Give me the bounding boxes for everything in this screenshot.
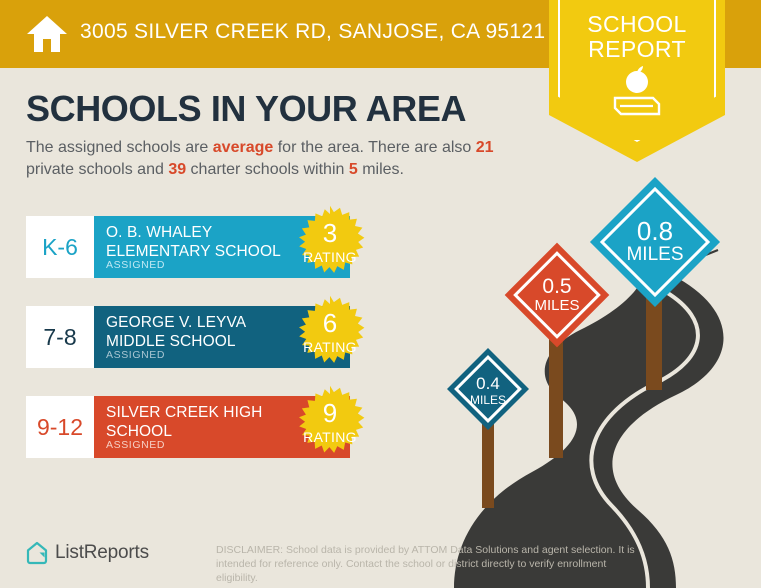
starburst-icon bbox=[299, 385, 365, 453]
badge-title-line1: SCHOOL bbox=[587, 11, 687, 37]
sign-unit: MILES bbox=[469, 392, 506, 407]
page-title: SCHOOLS IN YOUR AREA bbox=[26, 88, 467, 129]
assigned-label: ASSIGNED bbox=[106, 349, 166, 361]
grade-range: 7-8 bbox=[26, 306, 94, 368]
school-name-line1: O. B. WHALEY bbox=[106, 224, 213, 241]
school-row[interactable]: 7-8 GEORGE V. LEYVA MIDDLE SCHOOL ASSIGN… bbox=[26, 295, 365, 368]
distance-sign-0-5: 0.5 MILES bbox=[503, 242, 613, 458]
assigned-label: ASSIGNED bbox=[106, 259, 166, 271]
property-address: 3005 SILVER CREEK RD, SANJOSE, CA 95121 bbox=[80, 20, 546, 43]
sign-label: 0.8 MILES bbox=[595, 216, 715, 266]
rating-value: 6 bbox=[322, 308, 338, 338]
assigned-label: ASSIGNED bbox=[106, 439, 166, 451]
subtitle-highlight: 39 bbox=[168, 161, 187, 178]
school-name: GEORGE V. LEYVA MIDDLE SCHOOL bbox=[106, 313, 311, 351]
badge-title-line2: REPORT bbox=[588, 36, 686, 62]
rating-badge: 3 RATING bbox=[287, 204, 373, 290]
badge-outline bbox=[558, 0, 716, 142]
school-name-line1: GEORGE V. LEYVA bbox=[106, 314, 247, 331]
starburst-icon bbox=[299, 295, 365, 363]
subtitle-highlight: average bbox=[212, 139, 274, 156]
subtitle-text: The assigned schools are bbox=[26, 139, 213, 156]
apple-on-book-icon bbox=[613, 66, 661, 116]
sign-value: 0.4 bbox=[476, 374, 500, 393]
school-name-line2: SCHOOL bbox=[106, 423, 173, 440]
sign-unit: MILES bbox=[626, 244, 684, 266]
sign-post bbox=[482, 414, 494, 508]
rating-label: RATING bbox=[303, 339, 357, 355]
sign-value: 0.5 bbox=[542, 275, 572, 298]
subtitle-text: miles. bbox=[357, 161, 404, 178]
school-name-line2: ELEMENTARY SCHOOL bbox=[106, 243, 281, 260]
sign-post bbox=[549, 328, 563, 458]
rating-value: 9 bbox=[322, 398, 338, 428]
subtitle-highlight: 5 bbox=[348, 161, 358, 178]
subtitle-text: charter schools within bbox=[186, 161, 349, 178]
subtitle-highlight: 21 bbox=[475, 139, 494, 156]
listreports-house-icon bbox=[26, 541, 48, 565]
subtitle-text: private schools and bbox=[26, 161, 169, 178]
grade-range: 9-12 bbox=[26, 396, 94, 458]
subtitle-text: for the area. There are also bbox=[273, 139, 476, 156]
sign-value: 0.8 bbox=[636, 216, 674, 246]
sign-unit: MILES bbox=[534, 297, 580, 315]
rating-badge: 9 RATING bbox=[287, 384, 373, 470]
sign-label: 0.4 MILES bbox=[445, 375, 531, 406]
home-icon bbox=[27, 16, 67, 52]
sign-label: 0.5 MILES bbox=[505, 275, 609, 315]
rating-badge: 6 RATING bbox=[287, 294, 373, 380]
school-row[interactable]: K-6 O. B. WHALEY ELEMENTARY SCHOOL ASSIG… bbox=[26, 205, 365, 278]
listreports-logo[interactable]: ListReports bbox=[26, 541, 149, 565]
badge-title: SCHOOL REPORT bbox=[549, 12, 725, 62]
distance-sign-0-8: 0.8 MILES bbox=[589, 176, 721, 390]
school-name: O. B. WHALEY ELEMENTARY SCHOOL bbox=[106, 223, 311, 261]
school-report-badge: SCHOOL REPORT bbox=[549, 0, 725, 162]
disclaimer-text: DISCLAIMER: School data is provided by A… bbox=[216, 544, 635, 584]
grade-range: K-6 bbox=[26, 216, 94, 278]
distance-sign-0-4: 0.4 MILES bbox=[445, 347, 537, 508]
rating-label: RATING bbox=[303, 429, 357, 445]
school-name: SILVER CREEK HIGH SCHOOL bbox=[106, 403, 311, 441]
school-name-line2: MIDDLE SCHOOL bbox=[106, 333, 236, 350]
rating-value: 3 bbox=[322, 218, 338, 248]
starburst-icon bbox=[299, 205, 365, 273]
rating-label: RATING bbox=[303, 249, 357, 265]
road-illustration: 0.8 MILES 0.5 MILES 0.4 MILES bbox=[440, 176, 761, 588]
school-name-line1: SILVER CREEK HIGH bbox=[106, 404, 263, 421]
logo-text: ListReports bbox=[55, 542, 149, 563]
school-row[interactable]: 9-12 SILVER CREEK HIGH SCHOOL ASSIGNED 9… bbox=[26, 385, 365, 458]
page-subtitle: The assigned schools are average for the… bbox=[26, 137, 536, 181]
